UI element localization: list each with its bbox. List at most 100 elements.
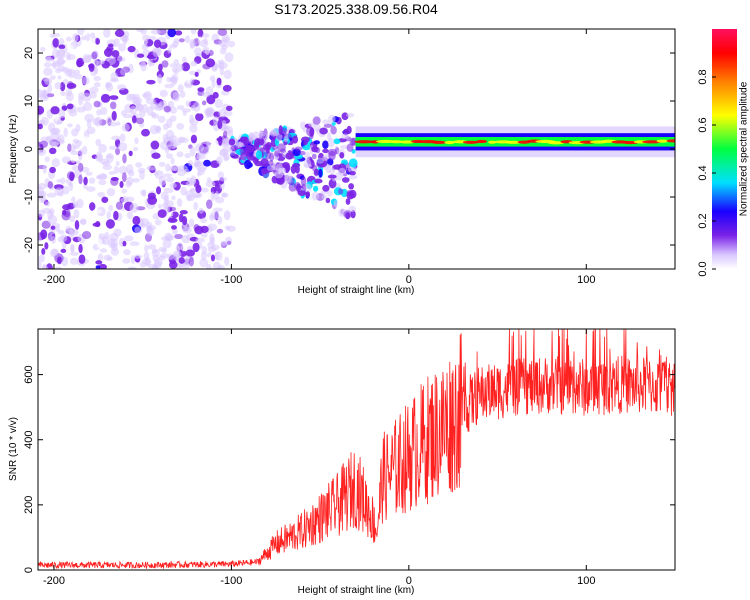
heatmap-cell xyxy=(66,103,74,110)
heatmap-cell xyxy=(302,145,311,151)
heatmap-cell xyxy=(62,204,72,211)
heatmap-cell xyxy=(189,146,196,157)
heatmap-cell xyxy=(158,161,166,167)
heatmap-cell xyxy=(43,67,53,76)
heatmap-cell xyxy=(354,140,375,144)
heatmap-cell xyxy=(200,225,209,234)
heatmap-cell xyxy=(212,91,219,99)
heatmap-cell xyxy=(67,182,73,187)
heatmap-cell xyxy=(104,231,110,240)
heatmap-cell xyxy=(43,90,48,100)
heatmap-cell xyxy=(303,139,308,146)
heatmap-cell xyxy=(113,165,119,174)
snr-y-label: SNR (10 * v/v) xyxy=(8,417,19,481)
heatmap-cell xyxy=(322,119,330,125)
heatmap-cell xyxy=(195,184,202,194)
spectrogram-heatmap xyxy=(38,29,675,269)
heatmap-cell xyxy=(274,171,284,179)
heatmap-cell xyxy=(81,145,88,155)
heatmap-cell xyxy=(54,82,62,90)
heatmap-cell xyxy=(326,190,333,197)
heatmap-cell xyxy=(98,143,107,153)
heatmap-cell xyxy=(199,258,209,268)
heatmap-cell xyxy=(72,201,79,209)
heatmap-cell xyxy=(157,73,163,84)
heatmap-cell xyxy=(305,191,311,198)
heatmap-cell xyxy=(189,188,197,193)
heatmap-cell xyxy=(158,246,167,253)
heatmap-cell xyxy=(222,192,229,198)
heatmap-cell xyxy=(217,29,228,36)
heatmap-cell xyxy=(265,146,270,154)
heatmap-cell xyxy=(93,67,99,74)
heatmap-cell xyxy=(166,153,173,159)
heatmap-cell xyxy=(141,259,152,265)
heatmap-cell xyxy=(167,47,172,54)
heatmap-cell xyxy=(200,217,208,224)
heatmap-cell xyxy=(308,122,315,127)
heatmap-cell xyxy=(176,198,183,208)
heatmap-cell xyxy=(201,245,208,255)
heatmap-cell xyxy=(217,216,223,225)
heatmap-cell xyxy=(349,189,357,199)
heatmap-cell xyxy=(73,209,80,219)
heatmap-cell xyxy=(93,100,101,108)
colorbar-tick-label: 0.0 xyxy=(697,261,709,276)
heatmap-cell xyxy=(119,133,126,142)
heatmap-cell xyxy=(147,57,153,67)
heatmap-cell xyxy=(195,143,204,153)
heatmap-cell xyxy=(40,116,49,126)
heatmap-cell xyxy=(177,168,186,177)
heatmap-cell xyxy=(75,140,83,147)
heatmap-cell xyxy=(144,244,149,253)
heatmap-cell xyxy=(100,106,108,115)
colorbar-ticks: 0.0 0.2 0.4 0.6 0.8 xyxy=(697,69,716,277)
heatmap-cell xyxy=(210,211,220,220)
heatmap-cell xyxy=(128,150,133,157)
heatmap-cell xyxy=(116,84,127,91)
heatmap-cell xyxy=(505,140,522,144)
heatmap-cell xyxy=(48,122,56,133)
heatmap-cell xyxy=(199,123,210,133)
heatmap-cell xyxy=(168,216,176,223)
heatmap-cell xyxy=(111,50,120,58)
heatmap-cell xyxy=(224,52,234,63)
heatmap-cell xyxy=(146,106,154,116)
heatmap-cell xyxy=(41,196,47,203)
heatmap-cell xyxy=(322,140,329,149)
heatmap-cell xyxy=(44,30,51,35)
heatmap-cell xyxy=(114,29,125,38)
heatmap-cell xyxy=(60,91,67,97)
heatmap-cell xyxy=(140,61,147,72)
heatmap-cell xyxy=(39,190,47,198)
heatmap-cell xyxy=(229,153,238,159)
heatmap-cell xyxy=(152,248,158,254)
heatmap-cell xyxy=(292,162,301,168)
heatmap-cell xyxy=(67,123,73,128)
heatmap-cell xyxy=(83,176,88,186)
heatmap-cell xyxy=(316,127,321,135)
heatmap-cell xyxy=(172,91,181,102)
heatmap-cell xyxy=(199,79,209,88)
heatmap-cell xyxy=(42,207,52,214)
heatmap-cell xyxy=(167,100,175,108)
heatmap-cell xyxy=(126,211,134,220)
heatmap-cell xyxy=(58,44,66,50)
heatmap-cell xyxy=(45,56,54,63)
heatmap-cell xyxy=(346,125,352,134)
heatmap-cell xyxy=(51,141,60,147)
heatmap-cell xyxy=(255,150,263,160)
heatmap-cell xyxy=(109,101,117,110)
spectrogram-x-tick-label: 100 xyxy=(577,274,595,286)
heatmap-cell xyxy=(340,145,349,150)
heatmap-cell xyxy=(82,30,89,36)
heatmap-cell xyxy=(60,177,66,185)
heatmap-cell xyxy=(176,151,184,158)
heatmap-cell xyxy=(93,81,101,88)
heatmap-cell xyxy=(44,201,51,207)
heatmap-cell xyxy=(188,70,197,75)
heatmap-cell xyxy=(54,187,64,196)
heatmap-cell xyxy=(188,218,195,228)
heatmap-cell xyxy=(189,118,199,126)
heatmap-cell xyxy=(106,187,116,197)
